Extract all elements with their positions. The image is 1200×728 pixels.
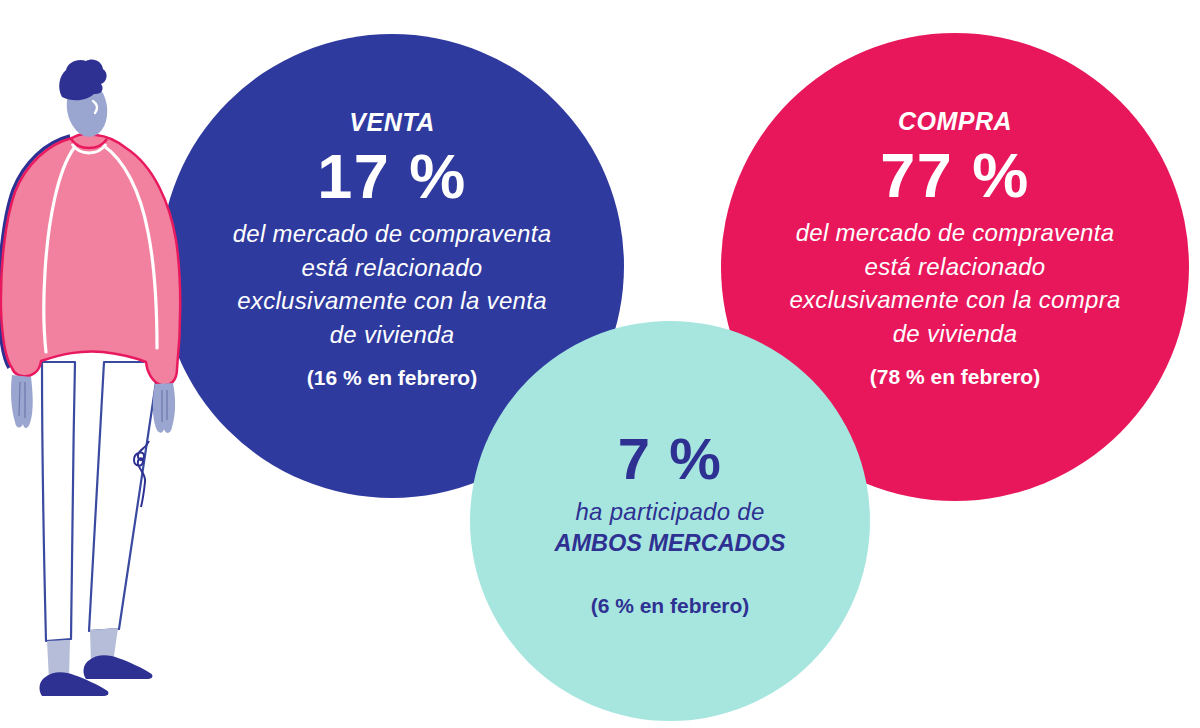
bubble-ambos-description: ha participado de: [575, 496, 764, 528]
person-illustration: [0, 0, 220, 728]
bubble-venta-value: 17 %: [317, 145, 467, 208]
bubble-compra-value: 77 %: [880, 144, 1030, 207]
bubble-venta-note: (16 % en febrero): [307, 366, 477, 390]
bubble-compra-title: COMPRA: [898, 107, 1012, 136]
bubble-venta-title: VENTA: [349, 108, 434, 137]
bubble-compra-note: (78 % en febrero): [870, 365, 1040, 389]
sweater: [0, 134, 180, 385]
bubble-compra-description: del mercado de compraventa está relacion…: [789, 216, 1120, 350]
bubble-ambos-value: 7 %: [618, 430, 722, 488]
bubble-ambos-description-bold: AMBOS MERCADOS: [554, 528, 785, 560]
pants: [42, 362, 159, 641]
bubble-ambos: 7 % ha participado de AMBOS MERCADOS (6 …: [470, 321, 870, 721]
bubble-venta-description: del mercado de compraventa está relacion…: [233, 217, 552, 351]
bubble-ambos-note: (6 % en febrero): [591, 594, 750, 618]
